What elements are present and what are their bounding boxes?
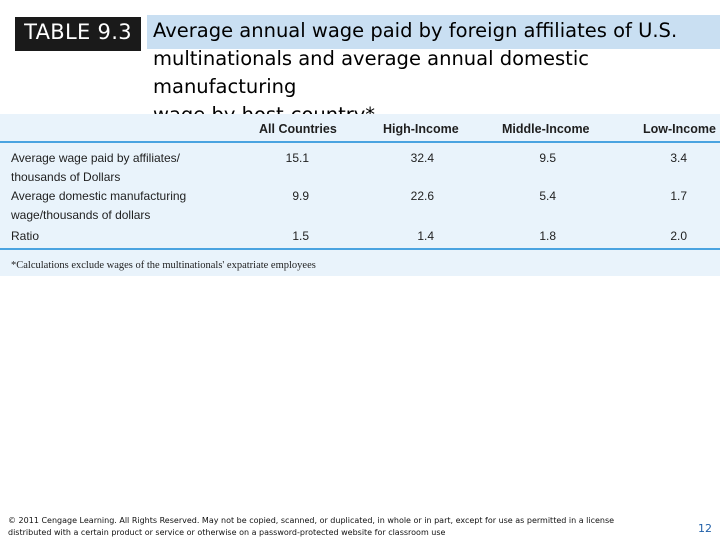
table-cell: 9.5 [539,151,556,165]
column-header-high-income: High-Income [383,122,459,136]
table-cell: 22.6 [410,189,434,203]
table-cell: 2.0 [670,229,687,243]
copyright-line-2: distributed with a certain product or se… [8,528,446,537]
row-label-domestic-wage-unit: wage/thousands of dollars [11,208,151,222]
table-number-tag: TABLE 9.3 [15,17,141,51]
table-cell: 1.7 [670,189,687,203]
page-number: 12 [698,522,712,535]
table-cell: 15.1 [285,151,309,165]
column-header-low-income: Low-Income [643,122,716,136]
table-cell: 9.9 [292,189,309,203]
copyright-notice: © 2011 Cengage Learning. All Rights Rese… [8,515,688,539]
column-header-all-countries: All Countries [259,122,337,136]
header-rule [0,141,720,143]
table-cell: 1.8 [539,229,556,243]
row-label-affiliate-wage-unit: thousands of Dollars [11,170,121,184]
title-line-1: Average annual wage paid by foreign affi… [153,19,678,42]
table-title: Average annual wage paid by foreign affi… [153,17,718,129]
table-bottom-rule [0,248,720,250]
table-cell: 1.5 [292,229,309,243]
table-cell: 1.4 [417,229,434,243]
table-cell: 3.4 [670,151,687,165]
title-line-2: multinationals and average annual domest… [153,47,589,98]
table-cell: 32.4 [410,151,434,165]
row-label-domestic-wage: Average domestic manufacturing [11,189,187,203]
row-label-ratio: Ratio [11,229,40,243]
table-number-label: TABLE 9.3 [15,17,141,48]
table-footnote: *Calculations exclude wages of the multi… [11,260,316,271]
row-label-affiliate-wage: Average wage paid by affiliates/ [11,151,181,165]
copyright-line-1: © 2011 Cengage Learning. All Rights Rese… [8,516,615,525]
title-highlight [147,15,720,49]
table-cell: 5.4 [539,189,556,203]
column-header-middle-income: Middle-Income [502,122,590,136]
